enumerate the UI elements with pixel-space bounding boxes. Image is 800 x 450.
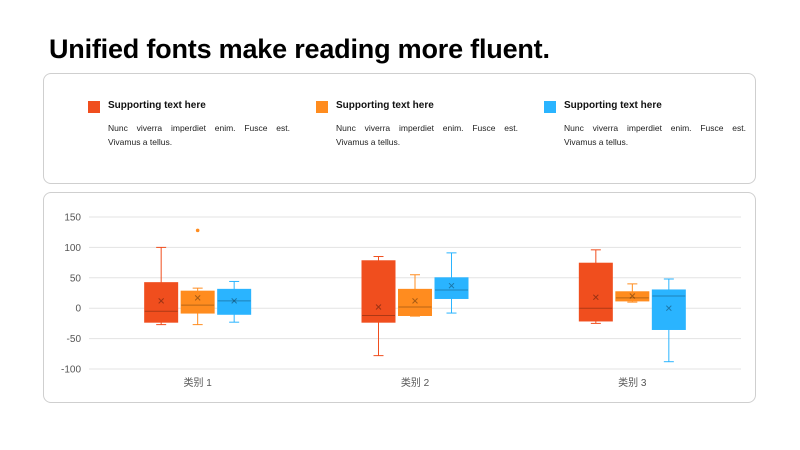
mean-marker — [231, 298, 238, 304]
box — [398, 288, 432, 316]
y-tick-label: 150 — [64, 213, 81, 224]
legend-item-2-title: Supporting text here — [336, 100, 434, 111]
outlier-point — [195, 228, 200, 233]
box — [361, 260, 396, 323]
chart-card: 150 100 50 0 -50 -100 类别 1 类别 2 类别 3 — [43, 192, 756, 403]
x-tick-label: 类别 3 — [618, 376, 647, 389]
legend-card: Supporting text here Nunc viverra imperd… — [43, 73, 756, 184]
legend-item-1-title: Supporting text here — [108, 100, 206, 111]
legend-item-3-body: Nunc viverra imperdiet enim. Fusce est. … — [564, 123, 746, 147]
mean-marker — [448, 282, 455, 289]
legend-swatch-2 — [316, 101, 328, 113]
y-tick-label: 0 — [75, 304, 81, 315]
legend-item-3-title: Supporting text here — [564, 100, 662, 111]
box-plot-chart: 150 100 50 0 -50 -100 类别 1 类别 2 类别 3 — [61, 213, 741, 389]
box — [217, 288, 252, 315]
x-tick-label: 类别 1 — [183, 376, 212, 389]
legend-swatch-3 — [544, 101, 556, 113]
x-tick-label: 类别 2 — [401, 376, 430, 389]
mean-marker — [194, 295, 201, 301]
legend-item-1-body: Nunc viverra imperdiet enim. Fusce est. … — [108, 123, 290, 147]
box — [144, 282, 179, 323]
mean-marker — [592, 294, 599, 301]
mean-marker — [375, 304, 382, 310]
y-tick-label: -100 — [61, 365, 81, 376]
legend-item-2-body: Nunc viverra imperdiet enim. Fusce est. … — [336, 123, 518, 147]
box — [578, 262, 613, 322]
box — [434, 277, 469, 299]
page-title: Unified fonts make reading more fluent. — [49, 34, 550, 64]
legend-swatch-1 — [88, 101, 100, 113]
y-tick-label: -50 — [67, 334, 82, 345]
mean-marker — [629, 293, 636, 299]
box — [180, 290, 215, 314]
mean-marker — [665, 305, 672, 312]
box — [651, 289, 686, 330]
y-tick-label: 100 — [64, 243, 81, 254]
box — [615, 291, 650, 302]
mean-marker — [158, 298, 165, 304]
y-tick-label: 50 — [70, 273, 82, 284]
mean-marker — [412, 298, 418, 304]
